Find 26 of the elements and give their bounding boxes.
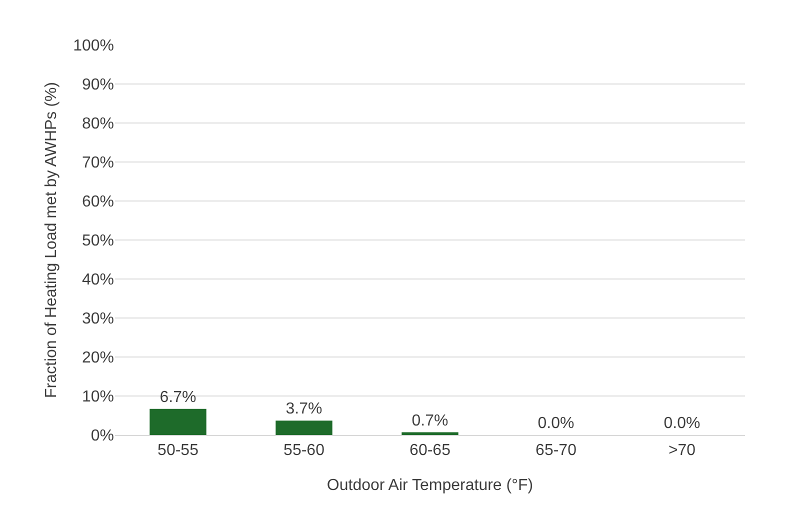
- x-tick-label: 60-65: [410, 442, 451, 460]
- x-tick-label: >70: [668, 442, 696, 460]
- data-label: 0.7%: [412, 412, 448, 430]
- data-label: 6.7%: [160, 388, 196, 406]
- bar: [402, 432, 458, 435]
- data-label: 0.0%: [664, 415, 700, 432]
- y-tick-label: 100%: [73, 38, 114, 55]
- x-tick-label: 55-60: [284, 442, 325, 460]
- y-tick-label: 60%: [82, 194, 114, 211]
- y-axis-title: Fraction of Heating Load met by AWHPs (%): [42, 82, 60, 398]
- y-tick-label: 20%: [82, 350, 114, 367]
- y-tick-label: 90%: [82, 76, 114, 94]
- x-tick-label: 65-70: [536, 442, 577, 460]
- x-tick-label: 50-55: [158, 442, 199, 460]
- y-tick-label: 0%: [90, 428, 114, 445]
- data-label: 3.7%: [286, 400, 322, 418]
- y-tick-label: 50%: [82, 232, 114, 250]
- y-tick-label: 10%: [82, 388, 114, 406]
- y-tick-label: 30%: [82, 310, 114, 328]
- bar: [276, 420, 332, 435]
- y-tick-label: 70%: [82, 154, 114, 172]
- y-tick-label: 40%: [82, 272, 114, 289]
- bar: [150, 408, 206, 435]
- y-tick-label: 80%: [82, 116, 114, 133]
- x-axis-title: Outdoor Air Temperature (°F): [326, 476, 534, 494]
- data-label: 0.0%: [538, 415, 574, 432]
